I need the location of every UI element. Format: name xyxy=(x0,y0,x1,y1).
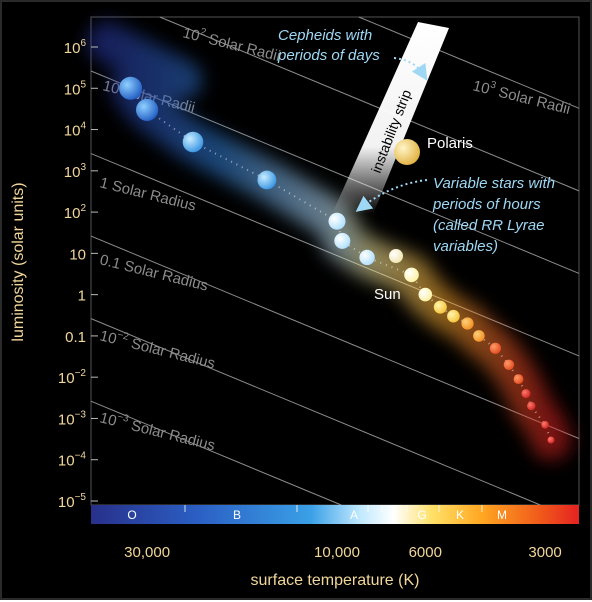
spectral-class-label: K xyxy=(456,508,464,522)
spectral-class-label: F xyxy=(391,508,398,522)
spectral-ticks xyxy=(184,505,483,512)
rr-lyrae-annotation: Variable stars with periods of hours (ca… xyxy=(355,175,555,255)
y-tick-label: 10−4 xyxy=(58,451,87,470)
spectral-class-label: O xyxy=(127,508,136,522)
star-point xyxy=(404,267,419,283)
star-point xyxy=(119,76,143,100)
y-tick-label: 105 xyxy=(64,79,87,98)
rr-lyrae-line-4: variables) xyxy=(433,238,498,255)
star-point xyxy=(513,374,524,384)
x-axis-title: surface temperature (K) xyxy=(251,572,420,589)
radius-line-0 xyxy=(358,16,580,109)
star-point xyxy=(503,359,515,370)
y-tick-label: 106 xyxy=(64,38,87,57)
x-tick-label: 3000 xyxy=(528,544,561,561)
star-point xyxy=(136,98,159,121)
y-tick-label: 102 xyxy=(64,203,87,222)
radius-line-6 xyxy=(90,400,342,506)
spectral-gradient xyxy=(91,505,579,524)
sun-label: Sun xyxy=(374,286,401,303)
radius-line-4 xyxy=(90,235,580,439)
rr-lyrae-line-2: periods of hours xyxy=(432,196,541,213)
sun-marker: Sun xyxy=(374,249,403,303)
star-point xyxy=(489,342,501,354)
star-point xyxy=(328,212,346,230)
spectral-class-label: A xyxy=(350,508,358,522)
star-point xyxy=(473,330,485,342)
star-point xyxy=(447,309,460,323)
rr-lyrae-line-3: (called RR Lyrae xyxy=(433,217,544,234)
y-tick-label: 10−2 xyxy=(58,368,87,387)
sun-star xyxy=(389,249,403,263)
y-tick-label: 10−5 xyxy=(58,492,87,511)
polaris-label: Polaris xyxy=(427,135,473,152)
star-point xyxy=(334,232,351,249)
x-tick-label: 6000 xyxy=(409,544,442,561)
cepheids-line-2: periods of days xyxy=(277,47,380,64)
star-point xyxy=(418,287,433,302)
y-tick-label: 103 xyxy=(64,162,87,181)
main-sequence-band xyxy=(87,22,571,460)
x-axis-ticks: 30,000 10,000 6000 3000 xyxy=(124,544,562,561)
y-tick-label: 1 xyxy=(78,288,86,305)
star-point xyxy=(461,317,474,330)
cepheids-arrow xyxy=(393,57,428,81)
spectral-class-label: G xyxy=(417,508,426,522)
radius-line-5 xyxy=(90,318,541,506)
star-point xyxy=(359,249,375,266)
cepheids-line-1: Cepheids with xyxy=(278,27,372,44)
main-sequence-stars xyxy=(119,76,555,444)
star-point xyxy=(541,421,549,429)
star-point xyxy=(182,131,204,153)
y-tick-label: 0.1 xyxy=(65,329,86,346)
spectral-class-label: B xyxy=(233,508,241,522)
y-axis-title: luminosity (solar units) xyxy=(10,182,27,341)
star-point xyxy=(521,389,531,399)
star-point xyxy=(257,170,277,190)
star-point xyxy=(527,401,536,411)
x-tick-label: 10,000 xyxy=(314,544,360,561)
spectral-class-label: M xyxy=(497,508,507,522)
star-point xyxy=(547,436,555,444)
y-tick-label: 10−3 xyxy=(58,409,87,428)
y-tick-label: 10 xyxy=(69,246,86,263)
polaris-marker: Polaris xyxy=(394,135,473,165)
x-tick-label: 30,000 xyxy=(124,544,170,561)
radius-line-1 xyxy=(159,16,580,192)
cepheids-annotation: Cepheids with periods of days xyxy=(277,27,428,81)
star-point xyxy=(433,300,447,314)
y-tick-label: 104 xyxy=(64,121,87,140)
rr-lyrae-line-1: Variable stars with xyxy=(433,175,555,192)
polaris-star xyxy=(394,139,420,165)
rr-lyrae-arrow xyxy=(355,179,428,212)
